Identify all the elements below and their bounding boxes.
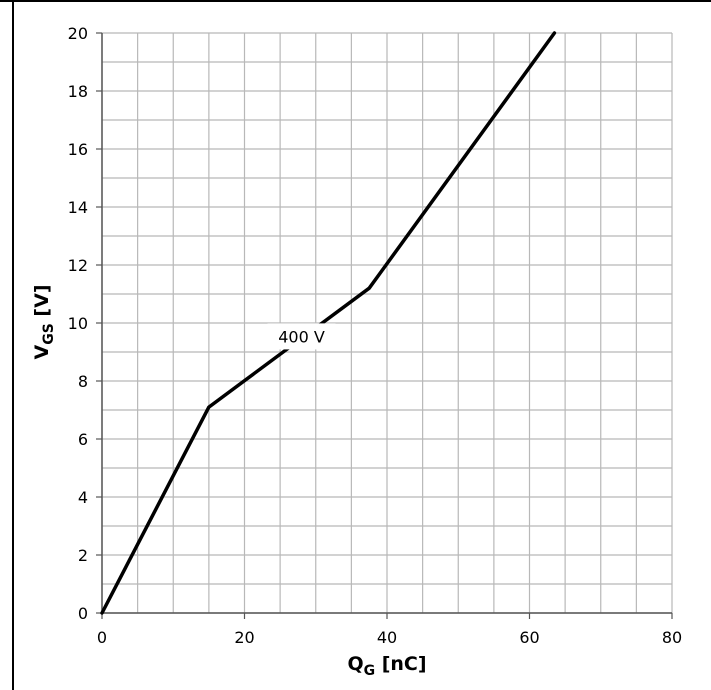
y-tick-label: 10 xyxy=(68,314,88,333)
x-axis-title: QG [nC] xyxy=(347,653,426,679)
annotation-background xyxy=(267,323,336,350)
y-tick-label: 14 xyxy=(68,198,88,217)
y-axis-title-unit: [V] xyxy=(31,285,53,324)
x-tick-label: 60 xyxy=(519,628,539,647)
y-axis-title: VGS [V] xyxy=(31,285,57,360)
y-tick-label: 8 xyxy=(78,372,88,391)
annotations: 400 V xyxy=(267,323,336,350)
y-tick-label: 2 xyxy=(78,546,88,565)
x-axis-title-unit: [nC] xyxy=(375,653,426,675)
y-tick-label: 0 xyxy=(78,604,88,623)
y-tick-label: 12 xyxy=(68,256,88,275)
x-tick-label: 0 xyxy=(97,628,107,647)
x-tick-label: 40 xyxy=(377,628,397,647)
frame-top-border xyxy=(0,0,711,2)
y-tick-label: 6 xyxy=(78,430,88,449)
y-tick-labels: 0 2 4 6 8 10 12 14 16 18 20 xyxy=(68,24,102,623)
frame-left-border xyxy=(12,0,14,690)
grid xyxy=(101,32,673,614)
y-tick-label: 18 xyxy=(68,82,88,101)
y-tick-label: 16 xyxy=(68,140,88,159)
y-tick-label: 20 xyxy=(68,24,88,43)
x-tick-labels: 0 20 40 60 80 xyxy=(97,613,682,647)
x-tick-label: 20 xyxy=(234,628,254,647)
x-tick-label: 80 xyxy=(662,628,682,647)
annotation-label: 400 V xyxy=(278,327,325,346)
y-tick-label: 4 xyxy=(78,488,88,507)
x-axis-title-subscript: G xyxy=(364,663,376,679)
y-axis-title-subscript: GS xyxy=(41,323,57,345)
